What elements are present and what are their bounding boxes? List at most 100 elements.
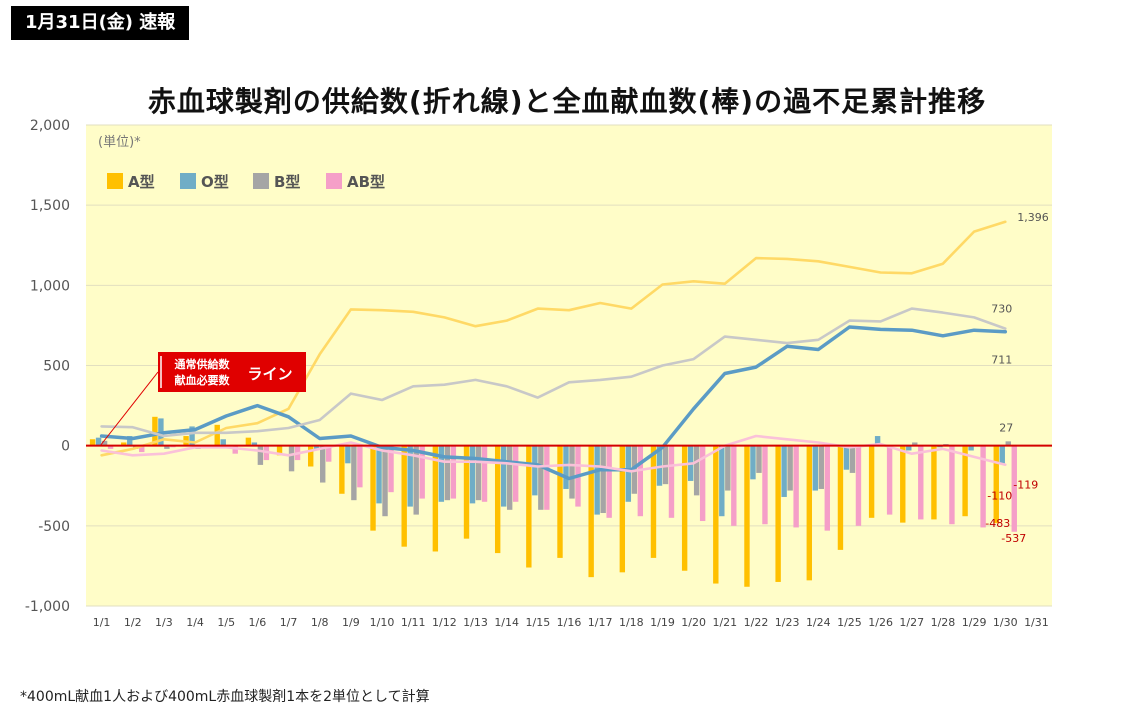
legend-label: B型 bbox=[274, 173, 300, 191]
bar bbox=[906, 445, 912, 451]
bar bbox=[650, 445, 657, 558]
bar bbox=[388, 445, 394, 493]
bar bbox=[731, 445, 737, 526]
x-tick-label: 1/3 bbox=[155, 616, 173, 629]
legend-swatch bbox=[107, 173, 123, 189]
bar bbox=[251, 442, 258, 446]
bar bbox=[775, 445, 781, 582]
x-tick-label: 1/16 bbox=[557, 616, 582, 629]
bar bbox=[744, 445, 750, 587]
bar bbox=[812, 445, 818, 491]
series-line bbox=[99, 325, 1008, 481]
bar bbox=[949, 445, 955, 525]
series-line bbox=[100, 434, 1007, 473]
bar bbox=[843, 445, 850, 470]
bar bbox=[326, 445, 332, 462]
x-tick-label: 1/24 bbox=[806, 616, 831, 629]
bar bbox=[681, 445, 688, 571]
bar-end-label: 27 bbox=[999, 421, 1013, 434]
y-tick-label: 2,000 bbox=[30, 118, 70, 134]
bar bbox=[463, 445, 470, 539]
bar bbox=[401, 445, 407, 547]
x-tick-label: 1/12 bbox=[432, 616, 457, 629]
line-end-label: 1,396 bbox=[1017, 211, 1049, 224]
bar bbox=[824, 445, 830, 531]
bar bbox=[918, 445, 924, 520]
y-tick-label: -500 bbox=[38, 519, 70, 535]
bar-end-label: -110 bbox=[987, 489, 1012, 502]
x-tick-label: 1/7 bbox=[280, 616, 298, 629]
bar bbox=[220, 439, 226, 446]
legend: A型 O型 B型 AB型 bbox=[107, 173, 385, 191]
bar bbox=[912, 442, 918, 446]
unit-label: (単位)* bbox=[98, 134, 141, 150]
bar bbox=[544, 445, 550, 510]
legend-label: A型 bbox=[128, 173, 155, 191]
bar bbox=[1011, 445, 1017, 532]
x-tick-label: 1/4 bbox=[186, 616, 204, 629]
bar bbox=[89, 439, 96, 446]
legend-swatch bbox=[326, 173, 342, 189]
series-line bbox=[100, 307, 1007, 438]
bar bbox=[563, 445, 569, 489]
annotation-pointer bbox=[99, 371, 159, 447]
annotation-box bbox=[158, 352, 306, 392]
bar bbox=[152, 416, 158, 446]
bar bbox=[245, 437, 252, 446]
x-tick-label: 1/13 bbox=[463, 616, 488, 629]
bar bbox=[668, 445, 675, 518]
bar bbox=[407, 445, 413, 507]
x-tick-label: 1/15 bbox=[525, 616, 550, 629]
y-tick-label: 0 bbox=[61, 439, 70, 455]
bar bbox=[345, 445, 351, 464]
x-tick-label: 1/2 bbox=[124, 616, 142, 629]
bar bbox=[276, 445, 283, 456]
bar bbox=[438, 445, 445, 502]
bar bbox=[619, 445, 626, 573]
bar bbox=[232, 445, 238, 454]
bar bbox=[818, 445, 824, 489]
footnote: *400mL献血1人および400mL赤血球製剤1本を2単位として計算 bbox=[20, 689, 430, 705]
bar bbox=[314, 445, 320, 449]
bar-end-label: -483 bbox=[985, 517, 1010, 530]
bar bbox=[376, 445, 382, 504]
bar bbox=[806, 445, 812, 581]
bar bbox=[351, 445, 357, 501]
bar bbox=[189, 426, 195, 446]
bar bbox=[693, 445, 700, 496]
x-tick-label: 1/10 bbox=[370, 616, 395, 629]
bar bbox=[95, 437, 102, 446]
bar bbox=[569, 445, 575, 499]
x-tick-label: 1/11 bbox=[401, 616, 426, 629]
bar bbox=[481, 445, 488, 502]
bar bbox=[968, 445, 974, 451]
x-tick-label: 1/22 bbox=[744, 616, 769, 629]
legend-label: AB型 bbox=[347, 173, 385, 191]
bar bbox=[713, 445, 719, 584]
bar bbox=[370, 445, 376, 531]
line-end-label: -119 bbox=[1013, 479, 1038, 492]
bar bbox=[999, 445, 1005, 464]
bar bbox=[1005, 441, 1011, 446]
bar bbox=[257, 445, 264, 465]
legend-swatch bbox=[180, 173, 196, 189]
bar bbox=[900, 445, 906, 523]
x-tick-label: 1/20 bbox=[681, 616, 706, 629]
y-tick-label: 1,500 bbox=[30, 198, 70, 214]
bar bbox=[101, 440, 108, 446]
x-tick-label: 1/14 bbox=[494, 616, 519, 629]
x-tick-label: 1/9 bbox=[342, 616, 360, 629]
bar bbox=[121, 442, 127, 446]
bar bbox=[787, 445, 793, 491]
date-badge: 1月31日(金) 速報 bbox=[11, 6, 190, 40]
y-tick-label: 500 bbox=[43, 359, 70, 375]
bar bbox=[308, 445, 314, 467]
x-tick-label: 1/31 bbox=[1024, 616, 1049, 629]
bar bbox=[993, 445, 999, 524]
bar bbox=[637, 445, 644, 517]
bar bbox=[750, 445, 756, 480]
bar bbox=[962, 445, 968, 517]
annotation-label: ライン bbox=[247, 365, 292, 383]
line-end-label: 711 bbox=[991, 354, 1012, 367]
bar bbox=[475, 445, 482, 501]
